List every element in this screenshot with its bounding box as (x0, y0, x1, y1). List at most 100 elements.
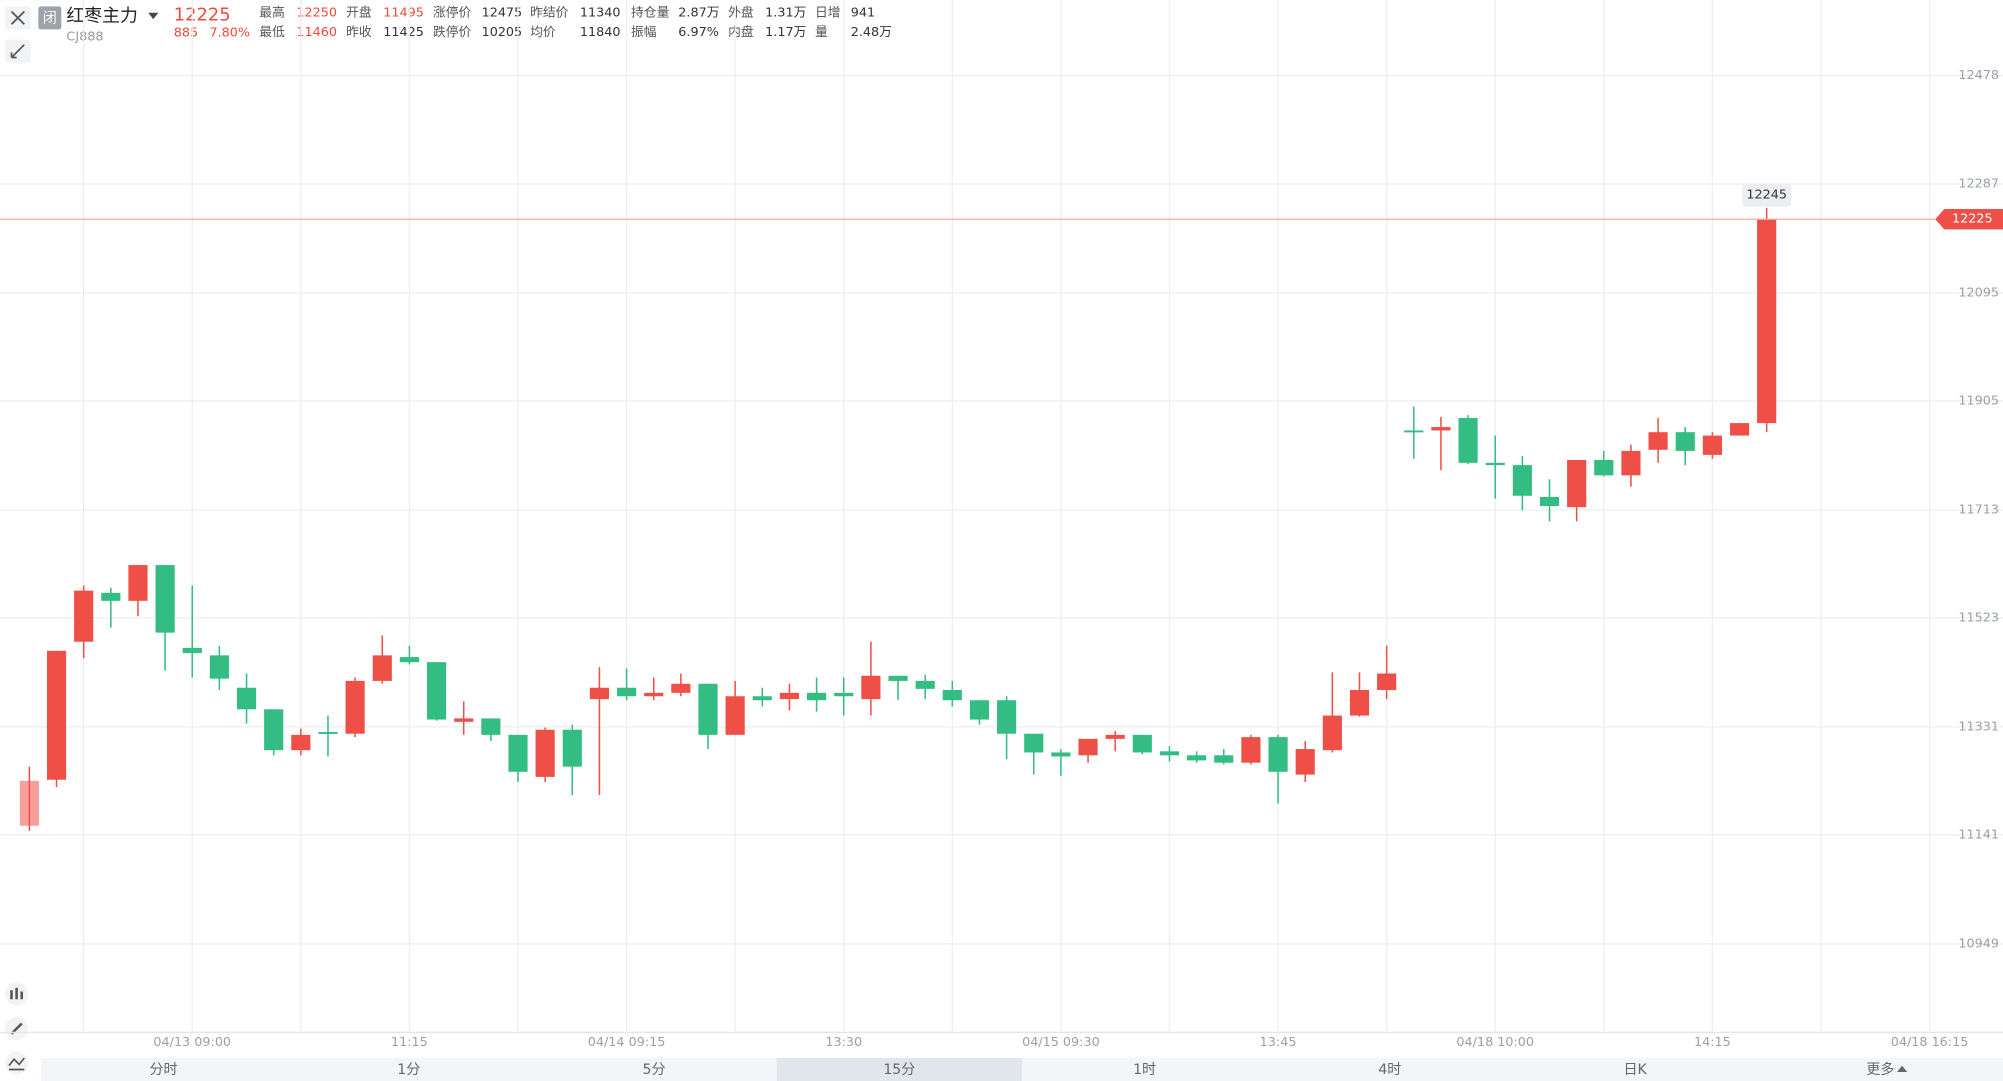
candle-body (861, 675, 881, 700)
tab[interactable]: 15分 (883, 1062, 915, 1078)
candle-body (101, 592, 121, 601)
status-badge-text: 闭 (43, 11, 57, 27)
last-price-tag (1935, 208, 2003, 230)
y-tick-label: 12478 (1958, 68, 1999, 83)
candle-body (807, 692, 827, 701)
more-arrow[interactable] (1896, 1065, 1908, 1073)
indicator-button[interactable] (5, 982, 29, 1006)
close-button[interactable] (5, 6, 31, 30)
candle-body (1187, 755, 1207, 761)
candle-body (1159, 751, 1180, 756)
candle-body (752, 696, 772, 701)
tab[interactable]: 日K (1623, 1062, 1647, 1078)
y-tick-label: 10949 (1958, 936, 1999, 951)
y-tick-label: 11905 (1958, 393, 1999, 408)
candle-body (1675, 432, 1695, 451)
stat-label: 量 (815, 25, 828, 40)
last-price-label: 12225 (1952, 212, 1993, 227)
candle-body (671, 683, 691, 693)
candle-body (779, 692, 800, 700)
high-marker-label: 12245 (1746, 188, 1787, 203)
stat-label: 持仓量 (631, 5, 670, 20)
tab[interactable]: 更多 (1866, 1061, 1894, 1078)
x-tick-label: 11:15 (391, 1035, 428, 1050)
price-change: 885 (174, 26, 198, 41)
stat-label: 振幅 (631, 25, 657, 40)
x-tick-label: 04/14 09:15 (588, 1035, 666, 1050)
candle-body (644, 692, 664, 697)
tab[interactable]: 4时 (1378, 1062, 1401, 1078)
tabs: 分时 1分 5分 15分 1时 4时 日K 更多 (149, 1058, 1908, 1081)
stat-value: 11840 (580, 25, 621, 40)
candle-body (1322, 715, 1342, 751)
stat-value: 2.87万 (678, 5, 719, 20)
candle-body (1729, 423, 1750, 436)
candle-body (1295, 749, 1315, 775)
overlay: 12225 12245 (0, 183, 2003, 230)
candle-body (997, 700, 1017, 734)
tab[interactable]: 分时 (149, 1062, 177, 1078)
stat-value: 11495 (383, 5, 424, 20)
candle-body (1051, 752, 1071, 757)
stat-label: 昨结价 (530, 5, 569, 20)
y-tick-label: 11523 (1958, 610, 1999, 625)
compare-button[interactable] (5, 1051, 29, 1075)
y-tick-label: 12095 (1958, 286, 1999, 301)
candle-body (236, 687, 257, 710)
candle-body (318, 732, 338, 734)
stat-value: 11460 (296, 25, 337, 40)
candle-body (725, 696, 745, 735)
instrument-name[interactable]: 红枣主力 (66, 6, 137, 27)
candle-body (155, 565, 175, 633)
candle-body (508, 734, 528, 772)
candle-body (1214, 755, 1234, 763)
tab[interactable]: 5分 (643, 1062, 666, 1078)
candle-body (372, 655, 392, 681)
candle-body (562, 729, 582, 767)
x-tick-label: 14:15 (1694, 1035, 1731, 1050)
candle-body (291, 734, 311, 751)
candle-body (1431, 427, 1451, 431)
candle-body (589, 687, 610, 700)
tab[interactable]: 1分 (397, 1062, 420, 1078)
candle-body (535, 729, 555, 777)
candle-body (1024, 733, 1044, 753)
candles (19, 207, 1777, 831)
collapse-button[interactable] (5, 39, 31, 63)
stat-label: 涨停价 (433, 4, 472, 20)
candle-body (1567, 460, 1587, 508)
price-change-pct: 7.80% (209, 26, 250, 41)
stat-label: 均价 (530, 25, 556, 40)
stat-value: 10205 (482, 25, 523, 40)
candle-body (454, 718, 474, 722)
candle-body (942, 690, 962, 701)
stat-label: 内盘 (728, 24, 754, 40)
candle-body (969, 700, 990, 720)
candle-body (46, 650, 67, 780)
candle-body (481, 718, 501, 735)
candle-body (128, 565, 148, 601)
candle-body (19, 780, 39, 826)
dropdown-arrow[interactable] (148, 12, 159, 20)
candle-body (1132, 734, 1152, 753)
candle-body (1404, 430, 1424, 433)
candle-body (698, 683, 718, 735)
candle-body (182, 647, 202, 654)
x-tick-label: 04/15 09:30 (1022, 1035, 1100, 1050)
candle-body (345, 680, 365, 734)
stat-label: 外盘 (728, 4, 754, 20)
candle-body (399, 657, 419, 663)
candle-body (74, 590, 94, 642)
draw-button[interactable] (5, 1017, 29, 1041)
stat-value: 941 (851, 5, 875, 20)
candle-body (1349, 690, 1370, 716)
candle-body (1485, 462, 1505, 466)
candle-body (1458, 417, 1478, 463)
candle-body (1621, 450, 1641, 476)
candle-body (264, 709, 284, 751)
x-tick-label: 04/18 10:00 (1456, 1035, 1534, 1050)
tab[interactable]: 1时 (1133, 1062, 1156, 1078)
tab-selected-bg (776, 1058, 1022, 1081)
